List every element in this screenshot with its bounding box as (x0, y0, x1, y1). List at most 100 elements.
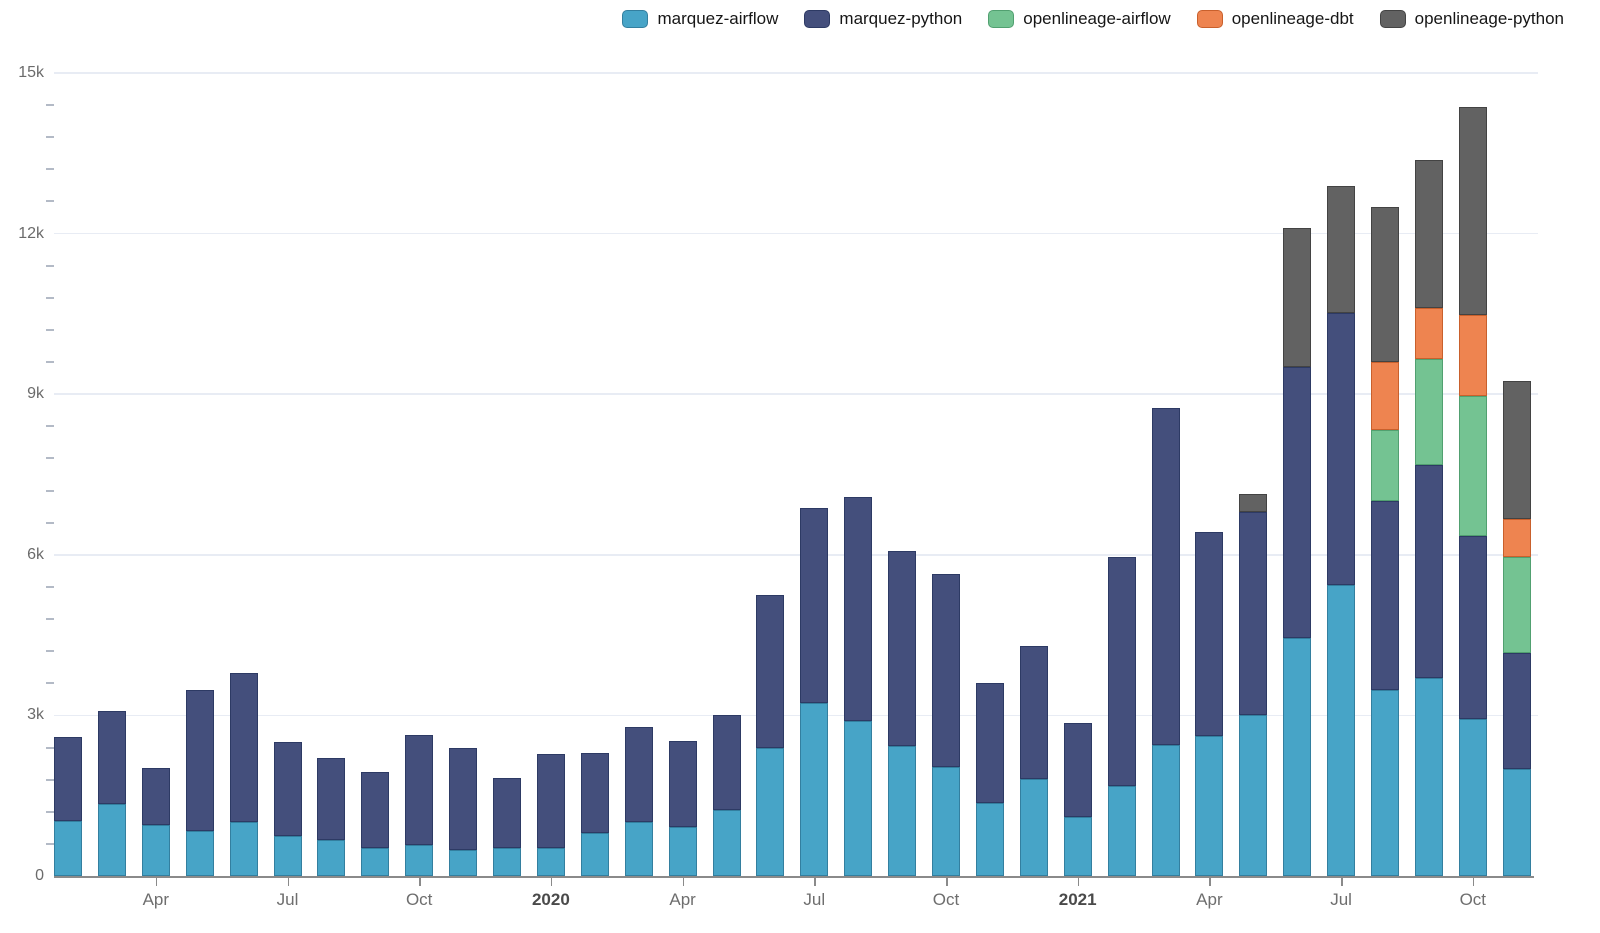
bar-segment-marquez-airflow[interactable] (1063, 817, 1092, 876)
bar-segment-marquez-python[interactable] (1151, 408, 1180, 745)
bar-segment-marquez-python[interactable] (1371, 501, 1399, 690)
legend-item-marquez-python[interactable]: marquez-python (804, 10, 962, 28)
y-axis-tick-label: 3k (27, 706, 44, 724)
bar-segment-marquez-python[interactable] (756, 594, 785, 748)
bar-segment-marquez-python[interactable] (1502, 653, 1531, 769)
bar-segment-marquez-python[interactable] (1107, 557, 1136, 786)
bar-segment-marquez-airflow[interactable] (449, 849, 478, 876)
bar-segment-openlineage-python[interactable] (1283, 228, 1312, 368)
bar-segment-marquez-airflow[interactable] (141, 825, 170, 876)
bar-segment-marquez-python[interactable] (1063, 722, 1092, 818)
x-axis-tick (155, 878, 158, 886)
bar-segment-marquez-python[interactable] (229, 672, 258, 822)
bar-segment-marquez-python[interactable] (580, 752, 609, 833)
bar-segment-marquez-python[interactable] (141, 768, 170, 826)
bar-segment-openlineage-python[interactable] (1458, 107, 1487, 315)
bar-segment-marquez-python[interactable] (800, 507, 829, 704)
bar-segment-marquez-python[interactable] (405, 735, 434, 845)
bar-segment-marquez-python[interactable] (844, 496, 873, 721)
bar-segment-marquez-airflow[interactable] (185, 831, 214, 876)
bar-segment-marquez-python[interactable] (185, 690, 214, 832)
bar-segment-marquez-airflow[interactable] (1107, 785, 1136, 876)
bar-segment-marquez-airflow[interactable] (1151, 744, 1180, 876)
bar-segment-marquez-airflow[interactable] (1195, 736, 1224, 876)
bar-segment-marquez-airflow[interactable] (229, 821, 258, 876)
bar-segment-marquez-airflow[interactable] (97, 803, 126, 876)
y-axis-minor-tick (46, 842, 54, 845)
y-axis-minor-tick (46, 618, 54, 621)
bar-segment-marquez-python[interactable] (449, 747, 478, 850)
bar-segment-marquez-airflow[interactable] (1283, 637, 1312, 876)
bar-segment-marquez-python[interactable] (1283, 367, 1312, 638)
bar-segment-marquez-python[interactable] (54, 736, 82, 822)
bar-segment-marquez-python[interactable] (493, 778, 521, 849)
bar-segment-openlineage-airflow[interactable] (1458, 395, 1487, 537)
bar-segment-marquez-airflow[interactable] (273, 835, 302, 876)
bar-segment-marquez-python[interactable] (624, 727, 653, 822)
x-axis-tick (1209, 878, 1211, 886)
bar-segment-marquez-airflow[interactable] (580, 832, 609, 876)
legend-label: marquez-python (839, 9, 963, 28)
bar-segment-marquez-python[interactable] (932, 574, 960, 767)
bar-segment-openlineage-python[interactable] (1327, 186, 1356, 313)
bar-segment-openlineage-dbt[interactable] (1414, 308, 1443, 359)
bar-segment-marquez-python[interactable] (97, 711, 126, 804)
bar-segment-marquez-python[interactable] (712, 715, 741, 811)
bar-segment-marquez-airflow[interactable] (317, 840, 346, 876)
bar-segment-marquez-python[interactable] (1458, 536, 1487, 720)
bar-segment-marquez-airflow[interactable] (54, 821, 82, 876)
bar-segment-openlineage-airflow[interactable] (1371, 430, 1399, 502)
bar-segment-openlineage-python[interactable] (1371, 206, 1399, 362)
bar-segment-openlineage-dbt[interactable] (1502, 519, 1531, 557)
bar-segment-marquez-airflow[interactable] (405, 844, 434, 876)
bar-segment-marquez-airflow[interactable] (668, 827, 697, 876)
bar-segment-marquez-python[interactable] (361, 772, 390, 848)
bar-segment-marquez-airflow[interactable] (975, 802, 1004, 876)
bar-segment-marquez-python[interactable] (1414, 465, 1443, 678)
y-axis-minor-tick (46, 168, 54, 171)
bar-segment-openlineage-dbt[interactable] (1371, 361, 1399, 431)
bar-segment-marquez-airflow[interactable] (712, 810, 741, 876)
legend-item-openlineage-python[interactable]: openlineage-python (1379, 10, 1564, 28)
bar-segment-marquez-python[interactable] (888, 550, 917, 746)
bar-segment-marquez-python[interactable] (273, 742, 302, 836)
bar-segment-marquez-python[interactable] (668, 740, 697, 828)
bar-segment-marquez-airflow[interactable] (1458, 719, 1487, 876)
bar-segment-marquez-airflow[interactable] (361, 847, 390, 876)
y-gridline (54, 714, 1538, 717)
bar-segment-marquez-airflow[interactable] (624, 821, 653, 876)
y-axis-minor-tick (46, 264, 54, 267)
bar-segment-openlineage-python[interactable] (1502, 380, 1531, 520)
y-axis-tick-label: 15k (18, 64, 44, 81)
bar-segment-marquez-python[interactable] (536, 753, 565, 848)
legend-item-openlineage-airflow[interactable]: openlineage-airflow (988, 10, 1171, 28)
bar-segment-marquez-airflow[interactable] (1414, 677, 1443, 876)
y-axis-tick-label: 9k (27, 385, 44, 403)
bar-segment-marquez-airflow[interactable] (932, 766, 960, 876)
bar-segment-marquez-python[interactable] (317, 757, 346, 841)
bar-segment-marquez-airflow[interactable] (493, 848, 521, 876)
bar-segment-marquez-airflow[interactable] (844, 720, 873, 876)
bar-segment-marquez-airflow[interactable] (1327, 585, 1356, 876)
bar-segment-marquez-python[interactable] (975, 683, 1004, 803)
bar-segment-marquez-python[interactable] (1327, 312, 1356, 586)
legend-item-marquez-airflow[interactable]: marquez-airflow (622, 10, 778, 28)
bar-segment-openlineage-airflow[interactable] (1414, 358, 1443, 466)
bar-segment-marquez-python[interactable] (1195, 532, 1224, 737)
bar-segment-marquez-airflow[interactable] (1371, 689, 1399, 876)
bar-segment-marquez-airflow[interactable] (1019, 779, 1048, 876)
bar-segment-openlineage-airflow[interactable] (1502, 556, 1531, 654)
bar-segment-marquez-airflow[interactable] (800, 703, 829, 876)
bar-segment-openlineage-python[interactable] (1239, 494, 1268, 512)
bar-segment-marquez-airflow[interactable] (1502, 768, 1531, 876)
bar-segment-marquez-airflow[interactable] (1239, 715, 1268, 876)
bar-segment-openlineage-python[interactable] (1414, 159, 1443, 308)
bar-segment-marquez-python[interactable] (1019, 646, 1048, 780)
legend-item-openlineage-dbt[interactable]: openlineage-dbt (1196, 10, 1354, 28)
bar-segment-marquez-airflow[interactable] (888, 745, 917, 876)
y-axis-tick-label: 0 (35, 867, 44, 884)
bar-segment-marquez-python[interactable] (1239, 511, 1268, 716)
bar-segment-marquez-airflow[interactable] (756, 747, 785, 876)
bar-segment-marquez-airflow[interactable] (536, 847, 565, 876)
bar-segment-openlineage-dbt[interactable] (1458, 314, 1487, 396)
